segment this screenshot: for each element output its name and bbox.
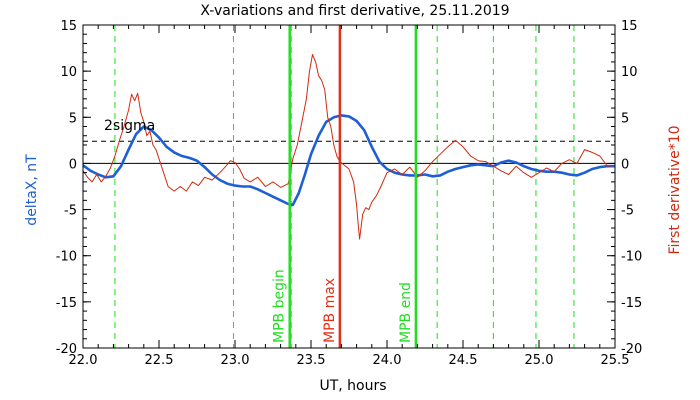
y-tick-label-left: 0 xyxy=(69,157,77,172)
y-tick-label-left: 15 xyxy=(60,19,77,34)
axes: 22.0 22.5 23.0 23.5 24.0 24.5 25.0 25.5-20 -20-1… xyxy=(56,19,642,368)
event-line-label: MPB end xyxy=(398,282,414,343)
right-axis-label: First derivative*10 xyxy=(667,125,683,254)
event-line-label: MPB max xyxy=(322,278,338,343)
left-axis-label: deltaX, nT xyxy=(24,154,40,226)
event-line-label: MPB begin xyxy=(272,269,288,343)
y-tick-label-left: 10 xyxy=(60,65,77,80)
y-tick-label-right: -15 xyxy=(621,296,642,311)
x-tick-label: 25.0 xyxy=(525,353,554,368)
x-tick-label: 24.5 xyxy=(449,353,478,368)
y-tick-label-left: 5 xyxy=(69,111,77,126)
y-tick-label-right: 5 xyxy=(621,111,629,126)
x-tick-label: 25.5 xyxy=(601,353,630,368)
x-tick-label: 22.0 xyxy=(69,353,98,368)
series-line-derivative xyxy=(82,54,616,240)
sigma-label: 2sigma xyxy=(104,118,155,134)
plot-area: MPB begin MPB max MPB end xyxy=(82,25,616,348)
y-tick-label-right: -5 xyxy=(621,204,634,219)
x-tick-label: 23.5 xyxy=(297,353,326,368)
x-tick-label: 23.0 xyxy=(221,353,250,368)
chart-title: X-variations and first derivative, 25.11… xyxy=(200,3,509,19)
plot-frame xyxy=(82,24,616,349)
x-tick-label: 22.5 xyxy=(145,353,174,368)
y-tick-label-left: -20 xyxy=(56,342,77,357)
y-tick-label-left: -5 xyxy=(64,204,77,219)
y-tick-label-right: -20 xyxy=(621,342,642,357)
y-tick-label-right: -10 xyxy=(621,250,642,265)
y-tick-label-right: 10 xyxy=(621,65,638,80)
y-tick-label-left: -10 xyxy=(56,250,77,265)
y-tick-label-left: -15 xyxy=(56,296,77,311)
y-tick-label-right: 0 xyxy=(621,157,629,172)
x-axis-label: UT, hours xyxy=(319,378,386,394)
series-line-deltaX xyxy=(82,114,615,207)
x-tick-label: 24.0 xyxy=(373,353,402,368)
y-tick-label-right: 15 xyxy=(621,19,638,34)
